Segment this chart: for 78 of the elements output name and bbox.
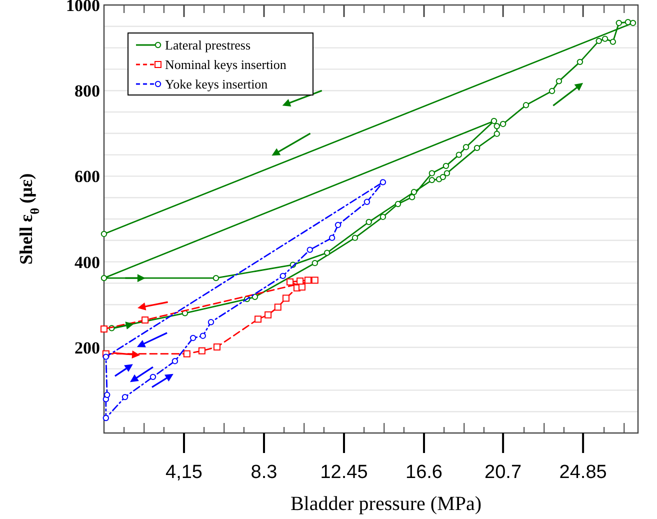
point <box>212 274 220 282</box>
point <box>298 284 306 291</box>
point <box>494 123 500 130</box>
point <box>311 276 318 284</box>
point <box>394 200 402 208</box>
x-tick-label: 12.45 <box>320 462 368 483</box>
x-tick-label: 24.85 <box>559 462 607 483</box>
legend-label: Lateral prestress <box>165 38 251 52</box>
point <box>490 118 498 124</box>
point <box>252 294 258 300</box>
point <box>328 234 336 241</box>
point <box>440 174 446 180</box>
point <box>602 36 608 42</box>
point <box>366 218 372 226</box>
x-axis-title: Bladder pressure (MPa) <box>290 493 482 515</box>
point <box>122 394 128 400</box>
legend-label: Nominal keys insertion <box>165 57 287 72</box>
point <box>410 188 418 196</box>
point <box>324 250 330 256</box>
point <box>444 170 450 176</box>
point <box>213 343 220 350</box>
point <box>306 246 313 253</box>
y-tick-label: 400 <box>74 252 100 272</box>
point <box>280 272 286 280</box>
point <box>624 19 632 26</box>
y-tick-label: 600 <box>74 167 100 186</box>
point <box>100 230 108 238</box>
point <box>408 194 416 200</box>
point <box>190 334 196 342</box>
legend-label: Yoke keys insertion <box>165 76 268 92</box>
point <box>198 347 206 354</box>
point <box>296 278 304 285</box>
point <box>274 304 282 311</box>
point <box>462 144 470 150</box>
point <box>208 319 214 326</box>
point <box>364 198 370 205</box>
point <box>104 392 110 398</box>
point <box>616 20 622 26</box>
point <box>442 162 450 170</box>
point <box>254 316 262 323</box>
point <box>150 374 156 380</box>
point <box>630 20 636 26</box>
point <box>576 58 584 66</box>
point <box>428 176 436 184</box>
point <box>172 358 178 364</box>
x-tick-label: 8.3 <box>250 462 278 483</box>
x-tick-label: 20.7 <box>484 462 522 483</box>
point <box>100 325 108 332</box>
y-tick-label: 1000 <box>66 0 100 15</box>
point <box>142 316 149 324</box>
point <box>556 78 562 84</box>
y-tick-label: 800 <box>74 82 100 101</box>
y-tick-label: 200 <box>74 338 100 358</box>
point <box>183 350 190 358</box>
point <box>548 88 556 94</box>
point <box>474 144 480 152</box>
x-tick-label: 4,15 <box>166 462 202 483</box>
point <box>352 234 358 241</box>
point <box>596 38 602 44</box>
point <box>494 130 500 137</box>
point <box>428 170 436 176</box>
point <box>100 274 108 282</box>
point <box>522 102 530 108</box>
point <box>102 414 110 422</box>
point <box>456 152 462 158</box>
point <box>102 354 110 360</box>
x-tick-label: 16.6 <box>406 462 443 483</box>
point <box>286 278 294 286</box>
point <box>312 260 318 266</box>
point <box>500 120 506 128</box>
point <box>282 294 290 302</box>
point <box>380 179 386 186</box>
point <box>304 276 312 284</box>
point <box>380 214 386 220</box>
point <box>334 222 342 228</box>
point <box>264 311 272 318</box>
point <box>200 332 206 339</box>
point <box>610 38 616 45</box>
